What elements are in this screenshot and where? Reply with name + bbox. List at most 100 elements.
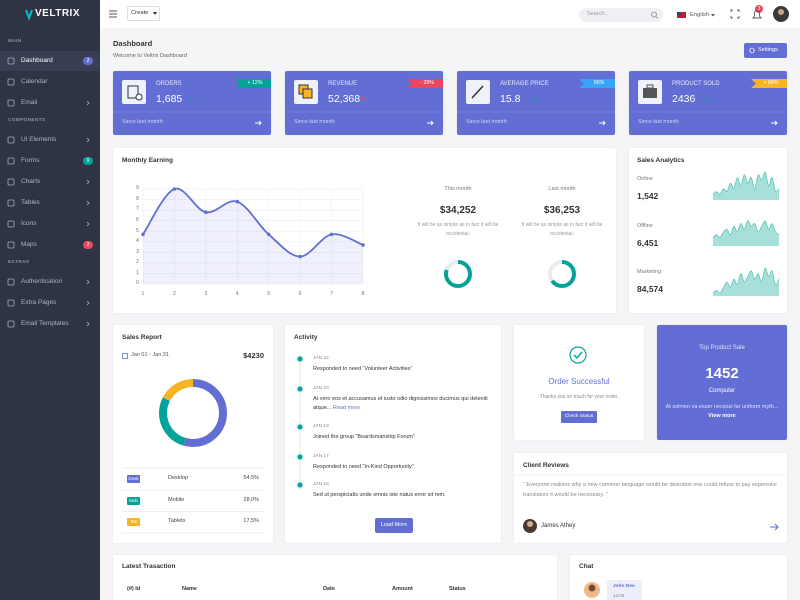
period-label: This month	[444, 186, 472, 193]
analytics-label: Online	[637, 176, 653, 183]
y-tick-label: 8	[136, 195, 139, 202]
stat-value: 15.8	[500, 92, 521, 105]
x-tick-label: 4	[235, 291, 239, 298]
period-amount: $34,252	[439, 205, 477, 216]
activity-text: Responded to need “Volunteer Activities”	[313, 365, 413, 372]
stat-footer: Since last month	[466, 119, 507, 126]
menu-label: Tables	[21, 199, 40, 207]
y-tick-label: 1	[136, 269, 139, 276]
activity-date: JAN 22	[313, 355, 329, 361]
column-header: Name	[182, 586, 197, 593]
activity-text: Sed ut perspiciatis unde omnis iste natu…	[313, 491, 446, 498]
column-header: Amount	[392, 586, 413, 593]
sidebar-item[interactable]	[0, 51, 100, 71]
sidebar-item[interactable]	[0, 214, 100, 234]
stat-icon	[122, 80, 146, 104]
y-tick-label: 0	[136, 280, 139, 287]
stat-change: - 28%	[407, 79, 443, 88]
language[interactable]: English	[690, 11, 710, 18]
stat-change: 00%	[579, 79, 615, 88]
tag: Tab	[127, 518, 140, 526]
check-status-button[interactable]: Check Status	[561, 411, 597, 423]
reviewer-name: James Athey	[541, 522, 576, 529]
period-note: It will be as simple as in fact it will …	[521, 222, 603, 237]
menu-label: Maps	[21, 241, 37, 249]
sidebar-heading: COMPONENTS	[8, 117, 46, 123]
x-tick-label: 1	[141, 291, 145, 298]
stat-icon	[466, 80, 490, 104]
page-subtitle: Welcome to Veltrix Dashboard	[113, 53, 187, 60]
column-header: Date	[323, 586, 335, 593]
read-more-link[interactable]: Read more	[332, 405, 361, 411]
activity-text: At vero eos et accusamus et iusto odio d…	[313, 395, 488, 412]
stat-icon	[294, 80, 318, 104]
analytics-label: Offline	[637, 223, 653, 230]
sidebar-item[interactable]	[0, 72, 100, 92]
review-quote: “ Everyone realizes why a new common lan…	[523, 482, 777, 498]
product-text: At solmen va esser necessi far uniform m…	[663, 403, 781, 423]
menu-label: UI Elements	[21, 136, 57, 144]
card	[514, 453, 787, 543]
view-more-link[interactable]: View more	[708, 413, 736, 419]
y-tick-label: 2	[136, 259, 139, 266]
report-value: 17.5%	[243, 518, 259, 525]
y-tick-label: 9	[136, 185, 139, 192]
card-title: Sales Report	[122, 334, 162, 342]
card-title: Latest Trasaction	[122, 563, 176, 571]
report-category: Mobile	[168, 496, 185, 503]
stat-footer: Since last month	[638, 119, 679, 126]
card	[285, 325, 501, 543]
activity-date: JAN 19	[313, 423, 329, 429]
analytics-total: 84,574	[637, 284, 663, 295]
activity-date: JAN 16	[313, 481, 329, 487]
search-box[interactable]	[579, 8, 663, 22]
menu-badge: 2	[83, 57, 93, 65]
x-tick-label: 5	[267, 291, 271, 298]
product-text: At solmen va esser necessi far uniform m…	[665, 404, 779, 410]
sidebar-item[interactable]	[0, 172, 100, 192]
settings-button[interactable]	[744, 43, 787, 58]
product-value: 1452	[705, 364, 739, 382]
tag: Desk	[127, 475, 140, 483]
menu-label: Email Templates	[21, 320, 69, 328]
sidebar-item[interactable]	[0, 193, 100, 213]
sidebar-heading: EXTRAS	[8, 259, 30, 265]
report-category: Desktop	[168, 475, 189, 482]
create-button[interactable]	[127, 6, 160, 21]
menu-badge: 9	[83, 157, 93, 165]
analytics-label: Marketing	[637, 269, 662, 276]
stat-value: 2436	[672, 92, 696, 105]
stat-footer: Since last month	[294, 119, 335, 126]
x-tick-label: 2	[172, 291, 176, 298]
menu-label: Authentication	[21, 278, 63, 286]
page-title: Dashboard	[113, 38, 153, 48]
sidebar-item[interactable]	[0, 93, 100, 113]
load-more-button[interactable]: Load More	[375, 518, 413, 533]
y-tick-label: 6	[136, 216, 139, 223]
activity-date: JAN 20	[313, 385, 329, 391]
report-value: 28.0%	[243, 496, 259, 503]
stat-change: + 12%	[235, 79, 271, 88]
period-label: Last month	[548, 186, 576, 193]
activity-text: Joined the group “Boardsmanship Forum”	[313, 433, 495, 453]
y-tick-label: 7	[136, 206, 139, 213]
search-placeholder: Search..	[587, 11, 608, 18]
menu-badge: 2	[83, 241, 93, 249]
period-amount: $36,253	[543, 205, 581, 216]
notification-badge: 3	[755, 5, 763, 13]
stat-value: 52,368	[328, 92, 361, 105]
order-title: Order Successful	[548, 377, 610, 387]
card-title: Monthly Earning	[122, 157, 173, 165]
menu-label: Email	[21, 99, 38, 107]
report-category: Tablets	[168, 518, 186, 525]
x-tick-label: 8	[361, 291, 365, 298]
report-total: $4230	[243, 350, 264, 360]
analytics-total: 1,542	[637, 191, 659, 202]
activity-text: At vero eos et accusamus et iusto odio d…	[313, 395, 495, 415]
sidebar	[0, 0, 100, 600]
create-label: Create	[131, 10, 149, 17]
stat-title: REVENUE	[328, 80, 358, 87]
menu-label: Icons	[21, 220, 37, 228]
column-header: Status	[449, 586, 466, 593]
